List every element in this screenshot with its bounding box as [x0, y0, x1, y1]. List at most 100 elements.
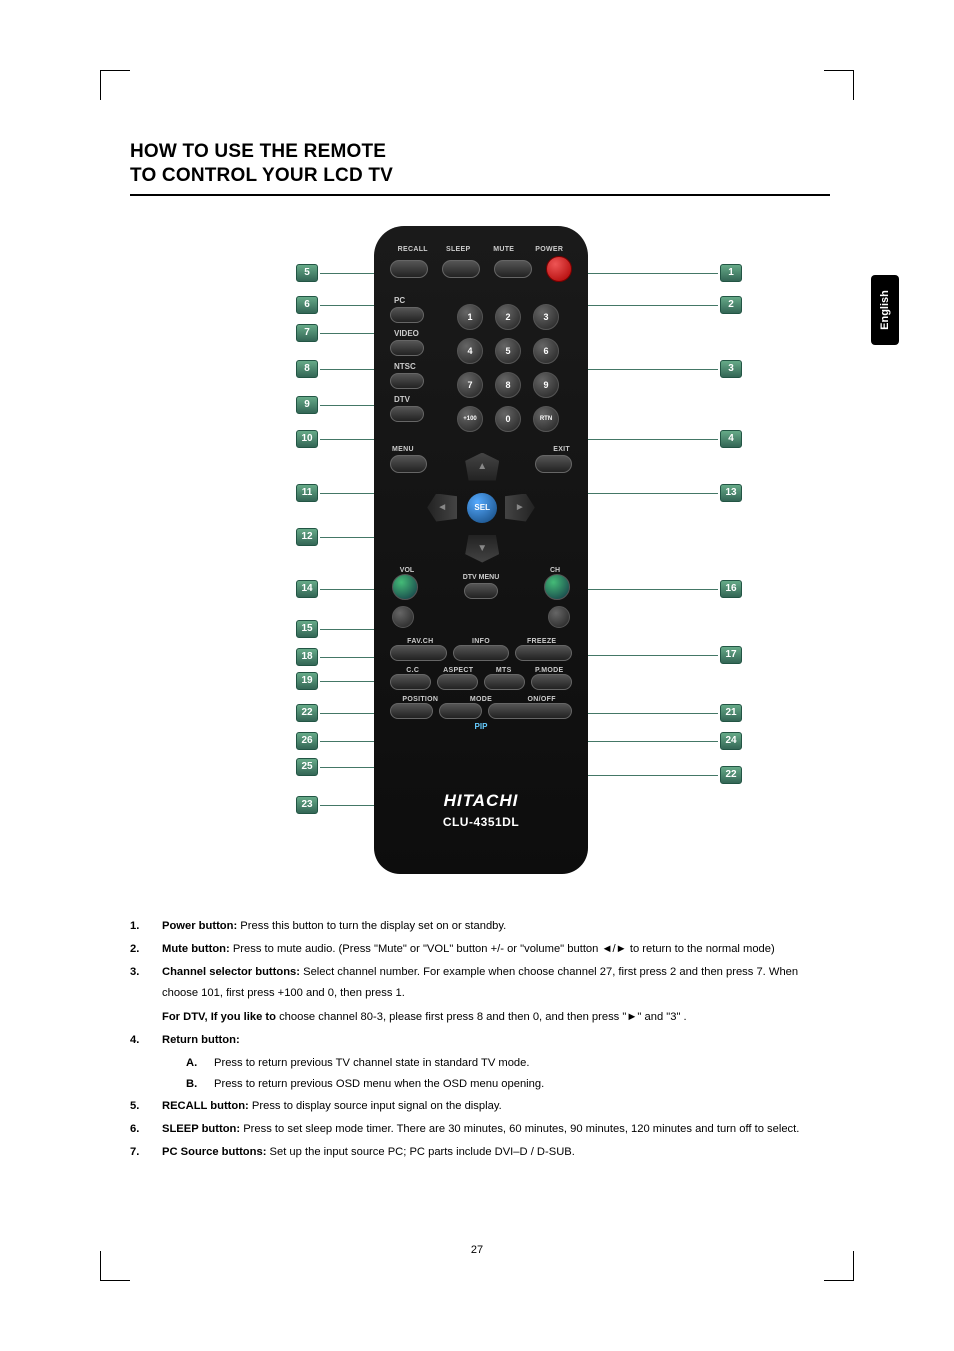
callout-line: [320, 305, 380, 306]
number-button-+100[interactable]: +100: [457, 406, 483, 432]
callout-line: [320, 273, 380, 274]
cc-button[interactable]: [390, 674, 431, 690]
callout-12: 12: [296, 528, 318, 546]
language-tab: English: [871, 275, 899, 345]
list-body: Channel selector buttons: Select channel…: [162, 962, 830, 1005]
callout-13: 13: [720, 484, 742, 502]
dpad-right[interactable]: ►: [505, 494, 535, 522]
menu-button[interactable]: [390, 455, 427, 473]
list-body: PC Source buttons: Set up the input sour…: [162, 1142, 830, 1163]
row-c-labels: POSITIONMODEON/OFF: [390, 696, 572, 703]
sleep-button[interactable]: [442, 260, 480, 278]
freeze-button[interactable]: [515, 645, 572, 661]
instruction-list: 1.Power button: Press this button to tur…: [130, 916, 830, 1164]
btn-label: INFO: [451, 638, 512, 645]
callout-6: 6: [296, 296, 318, 314]
callout-23: 23: [296, 796, 318, 814]
callout-line: [320, 333, 380, 334]
mute-label: MUTE: [481, 246, 527, 253]
aspect-button[interactable]: [437, 674, 478, 690]
callout-1: 1: [720, 264, 742, 282]
callout-10: 10: [296, 430, 318, 448]
top-label-row: RECALL SLEEP MUTE POWER: [390, 246, 572, 253]
callout-17: 17: [720, 646, 742, 664]
callout-line: [320, 629, 380, 630]
callout-line: [320, 657, 380, 658]
vol-button[interactable]: [392, 574, 418, 600]
callout-18: 18: [296, 648, 318, 666]
number-button-7[interactable]: 7: [457, 372, 483, 398]
list-number: 3.: [130, 962, 162, 1005]
page-content: HOW TO USE THE REMOTE TO CONTROL YOUR LC…: [130, 140, 830, 1166]
dpad-down[interactable]: ▼: [465, 535, 499, 563]
brand-model: CLU-4351DL: [390, 815, 572, 829]
row-a-labels: FAV.CHINFOFREEZE: [390, 638, 572, 645]
dtv-menu-button[interactable]: [464, 583, 498, 599]
number-button-6[interactable]: 6: [533, 338, 559, 364]
power-button[interactable]: [546, 256, 572, 282]
pmode-button[interactable]: [531, 674, 572, 690]
callout-line: [582, 741, 718, 742]
list-body: SLEEP button: Press to set sleep mode ti…: [162, 1119, 830, 1140]
favch-button[interactable]: [390, 645, 447, 661]
sub-letter: A.: [186, 1053, 214, 1074]
mts-button[interactable]: [484, 674, 525, 690]
callout-line: [582, 713, 718, 714]
number-button-1[interactable]: 1: [457, 304, 483, 330]
top-button-row: [390, 256, 572, 282]
callout-line: [320, 439, 380, 440]
exit-label: EXIT: [511, 446, 570, 453]
callout-line: [320, 589, 380, 590]
select-button[interactable]: SEL: [467, 493, 497, 523]
callout-line: [320, 713, 380, 714]
callout-line: [320, 741, 380, 742]
recall-button[interactable]: [390, 260, 428, 278]
list-item: 2.Mute button: Press to mute audio. (Pre…: [130, 939, 830, 960]
callout-2: 2: [720, 296, 742, 314]
number-button-3[interactable]: 3: [533, 304, 559, 330]
mode-button[interactable]: [439, 703, 482, 719]
vol-down-button[interactable]: [392, 606, 414, 628]
callout-9: 9: [296, 396, 318, 414]
ch-button[interactable]: [544, 574, 570, 600]
remote-body: RECALL SLEEP MUTE POWER PC VIDEO: [374, 226, 588, 874]
number-button-5[interactable]: 5: [495, 338, 521, 364]
crop-mark: [824, 70, 854, 100]
list-item: For DTV, If you like to choose channel 8…: [130, 1007, 830, 1028]
callout-line: [582, 369, 718, 370]
position-button[interactable]: [390, 703, 433, 719]
number-button-RTN[interactable]: RTN: [533, 406, 559, 432]
btn-label: FREEZE: [511, 638, 572, 645]
mute-button[interactable]: [494, 260, 532, 278]
row-c-buttons: [390, 703, 572, 719]
dtv-source-button[interactable]: [390, 406, 424, 422]
number-button-4[interactable]: 4: [457, 338, 483, 364]
info-button[interactable]: [453, 645, 510, 661]
list-number: 7.: [130, 1142, 162, 1163]
sleep-label: SLEEP: [436, 246, 482, 253]
exit-button[interactable]: [535, 455, 572, 473]
page-number: 27: [0, 1244, 954, 1256]
number-button-2[interactable]: 2: [495, 304, 521, 330]
ch-label: CH: [542, 567, 568, 574]
list-number: 5.: [130, 1096, 162, 1117]
pc-source-button[interactable]: [390, 307, 424, 323]
page-title-block: HOW TO USE THE REMOTE TO CONTROL YOUR LC…: [130, 140, 830, 196]
list-item: 1.Power button: Press this button to tur…: [130, 916, 830, 937]
list-number: 6.: [130, 1119, 162, 1140]
callout-line: [582, 273, 718, 274]
ch-down-button[interactable]: [548, 606, 570, 628]
dpad-left[interactable]: ◄: [427, 494, 457, 522]
btn-label: MODE: [451, 696, 512, 703]
remote-diagram: 5678910111214151819222625231234131617212…: [130, 226, 830, 886]
number-button-9[interactable]: 9: [533, 372, 559, 398]
list-number: 4.: [130, 1030, 162, 1051]
number-button-8[interactable]: 8: [495, 372, 521, 398]
crop-mark: [100, 70, 130, 100]
onoff-button[interactable]: [488, 703, 572, 719]
video-source-button[interactable]: [390, 340, 424, 356]
number-button-0[interactable]: 0: [495, 406, 521, 432]
ntsc-source-button[interactable]: [390, 373, 424, 389]
dpad-up[interactable]: ▲: [465, 453, 499, 481]
callout-line: [582, 493, 718, 494]
